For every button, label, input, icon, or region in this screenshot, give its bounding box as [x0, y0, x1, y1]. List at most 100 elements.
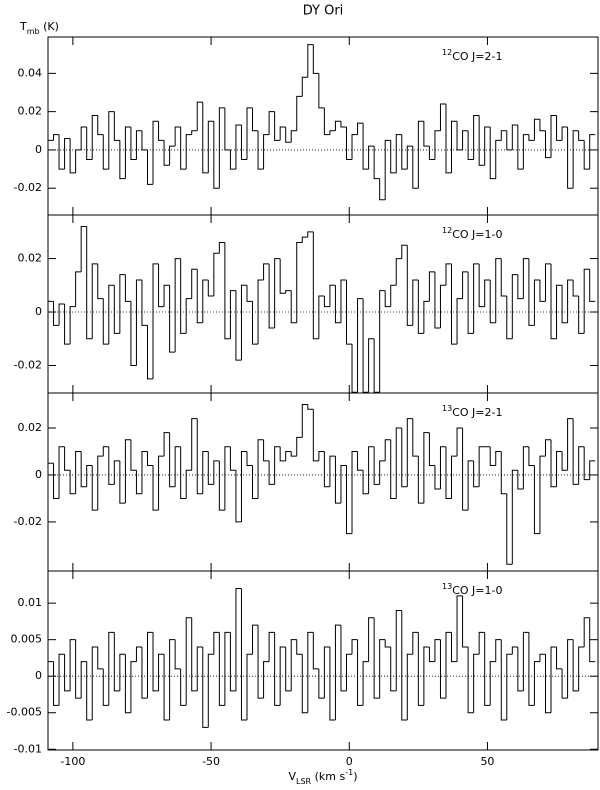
spectrum-channel: [578, 130, 585, 141]
spectrum-channel: [218, 460, 225, 511]
spectrum-channel: [561, 668, 568, 699]
panel-label-text: CO J=1-0: [452, 584, 502, 597]
spectrum-channel: [561, 451, 568, 471]
spectrum-channel: [263, 263, 270, 280]
spectrum-channel: [390, 439, 397, 499]
spectrum-channel: [224, 631, 231, 706]
spectrum-channel: [235, 588, 242, 691]
spectrum-channel: [340, 465, 347, 504]
spectrum-channel: [462, 130, 469, 150]
spectrum-channel: [456, 427, 463, 457]
panel-label-sup: 13: [442, 404, 452, 413]
spectrum-channel: [86, 465, 93, 487]
spectrum-channel: [423, 646, 430, 706]
spectrum-channel: [169, 285, 176, 353]
spectrum-channel: [218, 242, 225, 254]
spectrum-channel: [108, 111, 115, 170]
spectrum-channel: [279, 646, 286, 706]
spectrum-channel: [163, 654, 170, 721]
spectrum-channel: [218, 107, 225, 189]
spectrum-channel: [102, 446, 109, 457]
spectrum-channel: [191, 130, 198, 135]
spectrum-channel: [578, 446, 585, 485]
y-tick-label: 0: [35, 669, 42, 682]
spectrum-channel: [589, 269, 596, 302]
spectrum-channel: [329, 646, 336, 721]
spectrum-channel: [506, 493, 513, 565]
spectrum-channel: [185, 617, 192, 706]
x-label-exp: -1: [345, 768, 353, 777]
spectrum-channel: [268, 263, 275, 329]
spectrum-channel: [296, 242, 303, 323]
x-tick-label: -100: [60, 755, 85, 768]
spectrum-channel: [224, 242, 231, 340]
spectrum-channel: [174, 126, 181, 147]
spectrum-channel: [533, 118, 540, 141]
spectrum-channel: [428, 271, 435, 302]
panel-label: 13CO J=2-1: [442, 404, 502, 420]
spectrum-channel: [53, 301, 60, 326]
spectrum-channel: [412, 418, 419, 457]
spectrum-channel: [406, 653, 413, 721]
spectrum-channel: [511, 469, 518, 565]
y-axis-label: Tmb (K): [19, 20, 59, 36]
spectrum-channel: [102, 298, 109, 345]
spectrum-channel: [285, 290, 292, 294]
spectrum-channel: [113, 632, 120, 692]
spectrum-channel: [373, 617, 380, 699]
spectrum-channel: [439, 103, 446, 131]
spectrum-channel: [334, 456, 341, 504]
spectrum-channel: [578, 295, 585, 334]
spectrum-channel: [312, 409, 319, 462]
spectrum-channel: [146, 325, 154, 380]
spectrum-channel: [428, 146, 435, 160]
spectrum-channel: [500, 639, 507, 721]
spectrum-channel: [75, 271, 82, 307]
spectrum-channel: [556, 646, 563, 670]
spectrum-channel: [301, 654, 308, 714]
spectrum-channel: [473, 114, 480, 160]
spectrum-channel: [285, 646, 292, 692]
spectrum-channel: [58, 653, 65, 706]
y-tick-label: -0.02: [14, 358, 42, 371]
spectrum-channel: [86, 126, 93, 160]
spectrum-channel: [69, 639, 76, 691]
spectrum-channel: [274, 446, 281, 485]
spectrum-channel: [561, 126, 568, 141]
spectrum-channel: [252, 624, 259, 655]
spectrum-channel: [462, 595, 469, 648]
spectrum-channel: [53, 134, 60, 141]
spectrum-channel: [368, 446, 375, 494]
spectrum-channel: [130, 126, 137, 160]
spectrum-channel: [417, 120, 424, 189]
spectrum-channel: [583, 268, 590, 334]
spectrum-channel: [544, 439, 552, 457]
spectrum-channel: [163, 284, 170, 307]
spectrum-channel: [113, 111, 120, 141]
spectrum-channel: [240, 588, 247, 721]
spectrum-channel: [240, 125, 247, 160]
spectrum-channel: [406, 418, 413, 487]
spectrum-channel: [522, 446, 529, 490]
x-tick-label: 0: [346, 755, 353, 768]
spectrum-channel: [583, 140, 590, 170]
spectrum-channel: [572, 418, 579, 485]
spectrum-channel: [484, 632, 491, 706]
spectrum-channel: [578, 646, 585, 691]
y-tick-label: -0.005: [7, 706, 42, 719]
spectrum-channel: [180, 668, 187, 706]
spectrum-channel: [445, 263, 452, 286]
spectrum-channel: [91, 263, 98, 339]
spectrum-channel: [53, 661, 60, 706]
spectrum-channel: [64, 446, 71, 471]
spectrum-channel: [124, 439, 131, 504]
spectrum-channel: [357, 451, 364, 471]
spectrum-channel: [517, 646, 524, 692]
spectrum-channel: [102, 134, 109, 170]
spectrum-channel: [257, 625, 264, 699]
spectrum-channel: [235, 470, 242, 523]
spectrum-channel: [108, 631, 115, 706]
spectrum-channel: [152, 263, 159, 379]
spectrum-channel: [384, 139, 391, 200]
chart-title: DY Ori: [303, 4, 344, 19]
